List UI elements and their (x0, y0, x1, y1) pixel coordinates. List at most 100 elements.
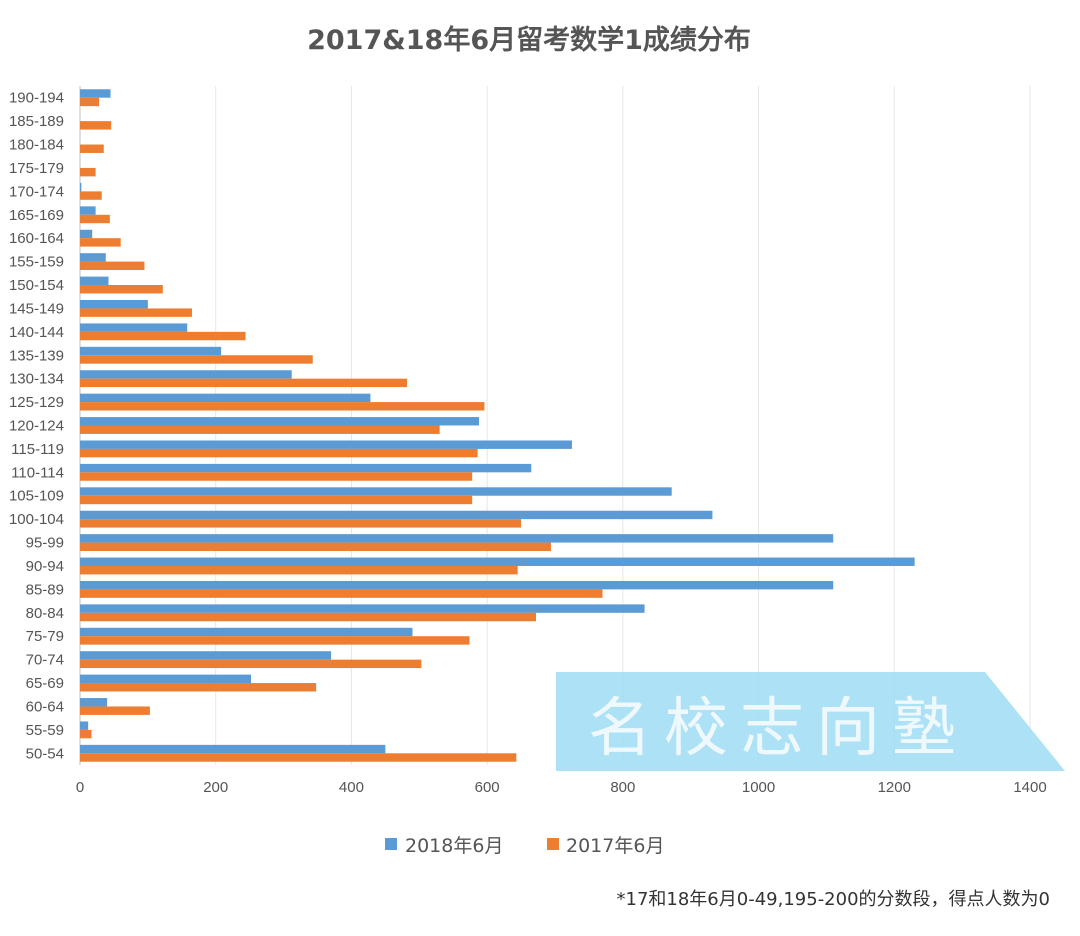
bar-2017-125-129 (80, 402, 485, 411)
bar-2018-60-64 (80, 698, 108, 707)
category-label: 80-84 (26, 605, 64, 622)
bar-2018-150-154 (80, 276, 109, 286)
bar-2018-100-104 (80, 510, 713, 520)
bar-2017-170-174 (80, 191, 102, 200)
category-label: 150-154 (9, 277, 64, 294)
watermark-banner (556, 672, 1065, 771)
x-tick-label: 1000 (742, 779, 775, 796)
bar-2017-80-84 (80, 612, 536, 622)
bar-2018-65-69 (80, 674, 251, 684)
bar-2017-115-119 (80, 448, 478, 458)
category-label: 185-189 (9, 113, 64, 130)
bar-2017-130-134 (80, 378, 408, 388)
bar-2017-135-139 (80, 355, 313, 364)
bar-2017-185-189 (80, 121, 112, 130)
category-label: 95-99 (26, 535, 64, 552)
bar-2018-55-59 (80, 721, 89, 730)
bar-2017-95-99 (80, 542, 551, 551)
category-label: 125-129 (9, 394, 64, 411)
category-label: 50-54 (26, 745, 64, 762)
bar-2018-190-194 (80, 89, 111, 98)
bar-2017-90-94 (80, 565, 518, 575)
bar-2018-160-164 (80, 229, 93, 239)
category-label: 85-89 (26, 581, 64, 598)
x-tick-label: 0 (76, 779, 84, 796)
category-label: 165-169 (9, 207, 64, 224)
bar-2018-70-74 (80, 651, 332, 660)
category-label: 65-69 (26, 675, 64, 692)
bar-2018-115-119 (80, 440, 572, 449)
x-tick-label: 400 (339, 779, 364, 796)
category-label: 105-109 (9, 488, 64, 505)
bar-2018-50-54 (80, 744, 386, 754)
category-label: 190-194 (9, 90, 64, 107)
category-label: 170-174 (9, 183, 64, 200)
bar-2018-120-124 (80, 417, 479, 426)
bar-2017-85-89 (80, 589, 603, 598)
legend-label-2017: 2017年6月 (566, 835, 664, 857)
bar-2018-130-134 (80, 370, 292, 379)
category-label: 180-184 (9, 137, 64, 154)
bar-2017-75-79 (80, 636, 470, 645)
bar-2018-165-169 (80, 206, 96, 215)
watermark: 名校志向塾 (556, 672, 1065, 771)
x-tick-label: 600 (475, 779, 500, 796)
bar-2017-110-114 (80, 472, 473, 481)
category-label: 135-139 (9, 347, 64, 364)
category-label: 75-79 (26, 628, 64, 645)
bar-2018-170-174 (80, 182, 82, 192)
category-label: 55-59 (26, 722, 64, 739)
category-label: 70-74 (26, 652, 64, 669)
bar-2018-85-89 (80, 580, 834, 590)
bar-2018-110-114 (80, 463, 532, 473)
bar-2017-145-149 (80, 308, 192, 317)
bar-2018-95-99 (80, 534, 834, 543)
footnote: *17和18年6月0-49,195-200的分数段，得点人数为0 (617, 889, 1051, 910)
bar-2017-60-64 (80, 706, 150, 715)
bar-2018-80-84 (80, 604, 645, 613)
bar-2017-150-154 (80, 285, 163, 294)
bar-2018-140-144 (80, 323, 188, 332)
category-label: 115-119 (11, 441, 64, 458)
bar-2017-65-69 (80, 683, 317, 692)
bar-2018-155-159 (80, 253, 106, 262)
category-label: 140-144 (9, 324, 64, 341)
category-label: 145-149 (9, 300, 64, 317)
x-tick-label: 800 (610, 779, 635, 796)
bar-2017-105-109 (80, 495, 473, 505)
bar-2018-135-139 (80, 346, 222, 356)
bar-2017-175-179 (80, 167, 96, 177)
bar-2017-155-159 (80, 261, 145, 271)
category-label: 90-94 (26, 558, 64, 575)
legend: 2018年6月 2017年6月 (385, 835, 664, 857)
bar-2018-105-109 (80, 487, 672, 496)
x-tick-label: 1200 (878, 779, 911, 796)
bar-2017-190-194 (80, 97, 99, 107)
legend-swatch-2018 (385, 838, 397, 850)
category-label: 110-114 (11, 464, 64, 481)
category-label: 155-159 (9, 254, 64, 271)
bar-2017-70-74 (80, 659, 422, 669)
category-label: 60-64 (26, 698, 64, 715)
legend-label-2018: 2018年6月 (405, 835, 503, 857)
x-tick-label: 200 (203, 779, 228, 796)
category-label: 100-104 (9, 511, 64, 528)
bar-2018-75-79 (80, 627, 413, 637)
bars (80, 89, 915, 762)
x-tick-label: 1400 (1013, 779, 1046, 796)
bar-2017-180-184 (80, 144, 104, 153)
bar-2017-140-144 (80, 331, 246, 341)
category-labels: 190-194 185-189 180-184 175-179 170-174 165-1… (9, 90, 64, 763)
bar-2017-165-169 (80, 214, 110, 224)
bar-2017-120-124 (80, 425, 440, 434)
bar-2017-160-164 (80, 238, 121, 247)
bar-2017-50-54 (80, 753, 517, 762)
category-label: 130-134 (9, 371, 64, 388)
x-tick-labels: 0 200 400 600 800 1000 1200 1400 (76, 779, 1047, 796)
bar-2018-90-94 (80, 557, 915, 566)
bar-2017-55-59 (80, 729, 92, 739)
watermark-text: 名校志向塾 (588, 692, 968, 766)
category-label: 160-164 (9, 230, 64, 247)
chart-title: 2017&18年6月留考数学1成绩分布 (307, 24, 751, 56)
